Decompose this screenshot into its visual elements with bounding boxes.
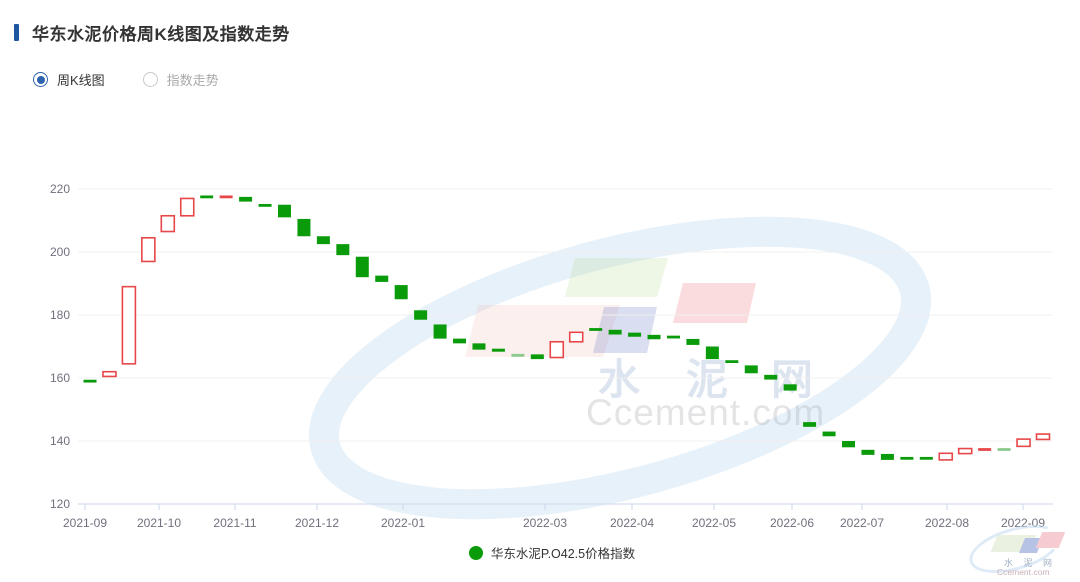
candle-flat	[666, 335, 680, 339]
x-axis-tick-label: 2022-08	[925, 516, 969, 530]
candle-flat	[978, 448, 992, 451]
candle-down	[628, 332, 642, 337]
legend-marker-icon	[468, 545, 483, 560]
candle-down	[394, 285, 408, 300]
candle-up	[568, 331, 584, 343]
candle-flat	[511, 353, 525, 357]
x-axis-tick-label: 2022-05	[692, 516, 736, 530]
candle-down	[744, 365, 758, 374]
legend-label: 华东水泥P.O42.5价格指数	[490, 547, 636, 561]
candle-down	[375, 275, 389, 282]
radio-index-trend-label: 指数走势	[166, 73, 219, 88]
page-title: 华东水泥价格周K线图及指数走势	[32, 25, 290, 44]
candle-up	[549, 340, 565, 359]
watermark-parallelogram-icon	[593, 307, 657, 353]
candle-down	[842, 441, 856, 448]
candle-down	[530, 354, 544, 360]
candle-down	[491, 348, 505, 352]
watermark-swoosh-icon	[308, 216, 932, 520]
x-axis-tick-label: 2022-04	[610, 516, 654, 530]
candle-flat	[219, 195, 233, 199]
candle-down	[472, 343, 486, 350]
radio-weekly-kline[interactable]: 周K线图	[33, 70, 105, 89]
candle-flat	[83, 379, 97, 383]
candle-up	[141, 237, 156, 263]
watermark-cn-text: 泥	[686, 356, 728, 403]
watermark-parallelogram-icon	[465, 305, 620, 357]
y-axis-tick-label: 120	[50, 497, 70, 511]
watermark-en-text: Ccement.com	[586, 392, 825, 433]
y-axis-tick-label: 200	[50, 245, 70, 259]
candle-flat	[900, 456, 914, 460]
watermark-parallelogram-icon	[673, 283, 756, 323]
candle-down	[336, 244, 350, 256]
candle-down	[822, 431, 836, 437]
candle-down	[433, 324, 447, 339]
candle-flat	[919, 456, 933, 460]
radio-index-trend[interactable]: 指数走势	[142, 70, 219, 89]
radio-unselected-icon	[142, 72, 158, 87]
candle-down	[297, 218, 311, 237]
x-axis-tick-label: 2022-03	[523, 516, 567, 530]
candle-up	[1016, 438, 1031, 448]
radio-weekly-kline-label: 周K线图	[57, 73, 105, 88]
x-axis-tick-label: 2021-12	[295, 516, 339, 530]
watermark-cn-text: 水	[598, 356, 641, 403]
section-header: 华东水泥价格周K线图及指数走势	[14, 20, 290, 45]
candle-down	[705, 346, 719, 360]
candle-up	[1035, 433, 1051, 441]
candle-flat	[997, 448, 1011, 451]
x-axis-tick-label: 2021-11	[213, 516, 256, 530]
candle-down	[880, 453, 894, 460]
candle-flat	[200, 195, 214, 199]
candle-down	[764, 374, 778, 380]
candle-down	[355, 256, 369, 278]
candle-down	[803, 422, 817, 427]
x-axis-tick-label: 2021-10	[137, 516, 181, 530]
candle-flat	[258, 203, 272, 207]
candle-down	[647, 334, 661, 340]
x-axis-tick-label: 2022-07	[840, 516, 884, 530]
candle-up	[957, 447, 973, 455]
x-axis-tick-label: 2021-09	[63, 516, 107, 530]
candle-down	[277, 204, 291, 218]
y-axis-tick-label: 140	[50, 434, 70, 448]
x-axis-tick-label: 2022-06	[770, 516, 814, 530]
radio-selected-icon	[33, 72, 48, 87]
y-axis-tick-label: 180	[50, 308, 70, 322]
candle-up	[179, 197, 195, 217]
candle-down	[608, 329, 622, 335]
candle-down	[414, 310, 428, 320]
candle-flat	[725, 360, 739, 364]
candle-flat	[589, 328, 603, 331]
candle-up	[102, 370, 117, 378]
y-axis-tick-label: 220	[50, 182, 70, 196]
candle-down	[861, 449, 875, 455]
candle-down	[316, 236, 330, 245]
candle-down	[686, 338, 700, 345]
watermark-cn-text: 网	[771, 356, 813, 403]
candle-up	[160, 214, 176, 233]
candle-down	[239, 196, 253, 202]
candle-up	[121, 285, 137, 365]
x-axis-tick-label: 2022-09	[1001, 516, 1045, 530]
candle-up	[938, 452, 954, 461]
legend[interactable]: 华东水泥P.O42.5价格指数	[12, 543, 1080, 562]
y-axis-tick-label: 160	[50, 371, 70, 385]
candle-down	[453, 338, 467, 344]
x-axis-tick-label: 2022-01	[381, 516, 425, 530]
chart-type-switcher: 周K线图 指数走势	[33, 70, 219, 89]
watermark-parallelogram-icon	[565, 258, 668, 297]
title-accent-bar	[14, 24, 19, 41]
candle-down	[783, 384, 797, 391]
